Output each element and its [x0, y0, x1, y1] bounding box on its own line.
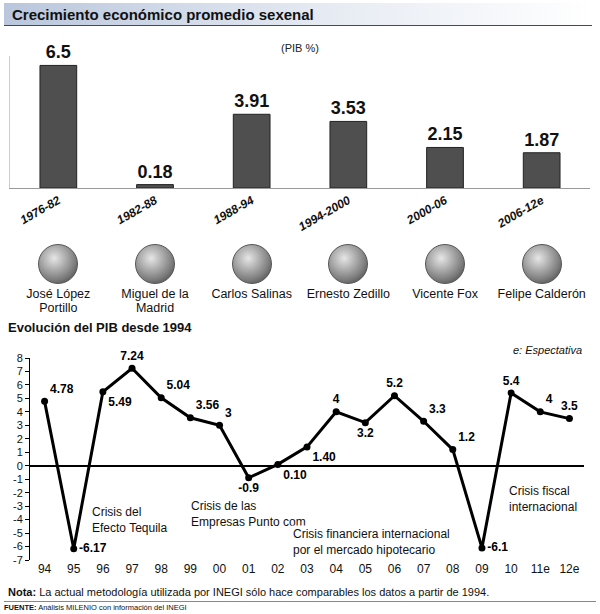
svg-text:5: 5 — [17, 392, 23, 404]
svg-text:97: 97 — [125, 562, 139, 576]
svg-text:Crisis fiscalinternacional: Crisis fiscalinternacional — [509, 484, 577, 514]
svg-text:7: 7 — [17, 365, 23, 377]
svg-text:4.78: 4.78 — [50, 382, 74, 396]
html-text:Nota: La actual metodología ut: Nota: La actual metodología utilizada po… — [8, 586, 490, 598]
html-text:Carlos Salinas: Carlos Salinas — [211, 287, 292, 301]
html-text:Felipe Calderón: Felipe Calderón — [497, 287, 586, 301]
svg-text:03: 03 — [300, 562, 314, 576]
svg-text:3.91: 3.91 — [234, 91, 269, 111]
svg-text:12e: 12e — [559, 562, 579, 576]
svg-text:3.56: 3.56 — [196, 398, 220, 412]
svg-text:3.5: 3.5 — [561, 399, 578, 413]
svg-text:e: Espectativa: e: Espectativa — [513, 344, 582, 356]
svg-text:6.5: 6.5 — [46, 42, 71, 62]
svg-text:3: 3 — [225, 406, 232, 420]
svg-text:3.53: 3.53 — [331, 98, 366, 118]
svg-text:04: 04 — [329, 562, 343, 576]
svg-text:1.2: 1.2 — [458, 430, 475, 444]
svg-text:3: 3 — [17, 419, 23, 431]
svg-text:06: 06 — [388, 562, 402, 576]
svg-text:-5: -5 — [13, 527, 23, 539]
svg-text:01: 01 — [242, 562, 256, 576]
svg-text:94: 94 — [38, 562, 52, 576]
html-text:FUENTE: Análisis MILENIO con i: FUENTE: Análisis MILENIO con información… — [4, 603, 187, 612]
svg-text:07: 07 — [417, 562, 431, 576]
svg-text:0: 0 — [17, 460, 23, 472]
svg-text:2000-06: 2000-06 — [403, 193, 449, 228]
svg-text:1976-82: 1976-82 — [18, 193, 63, 227]
svg-text:2006-12e: 2006-12e — [494, 193, 546, 231]
svg-text:95: 95 — [67, 562, 81, 576]
svg-text:6: 6 — [17, 379, 23, 391]
svg-text:0.10: 0.10 — [283, 468, 307, 482]
html-text:Vicente Fox: Vicente Fox — [412, 287, 478, 301]
html-text:Crecimiento económico promedio: Crecimiento económico promedio sexenal — [12, 6, 314, 23]
svg-text:Crisis de lasEmpresas Punto co: Crisis de lasEmpresas Punto com — [191, 499, 306, 529]
svg-text:5.04: 5.04 — [167, 378, 191, 392]
svg-text:1: 1 — [17, 446, 23, 458]
svg-text:3.2: 3.2 — [357, 426, 374, 440]
svg-text:5.4: 5.4 — [503, 374, 520, 388]
svg-text:00: 00 — [213, 562, 227, 576]
svg-text:11e: 11e — [531, 562, 550, 576]
svg-text:10: 10 — [504, 562, 518, 576]
svg-text:99: 99 — [184, 562, 198, 576]
svg-text:5.2: 5.2 — [386, 376, 403, 390]
svg-text:08: 08 — [446, 562, 460, 576]
svg-text:Crisis delEfecto Tequila: Crisis delEfecto Tequila — [92, 505, 167, 535]
svg-text:-6.1: -6.1 — [487, 540, 508, 554]
svg-text:96: 96 — [96, 562, 110, 576]
svg-text:09: 09 — [475, 562, 489, 576]
svg-text:4: 4 — [333, 392, 340, 406]
svg-text:1994-2000: 1994-2000 — [296, 193, 353, 234]
svg-text:2.15: 2.15 — [427, 124, 462, 144]
svg-text:05: 05 — [359, 562, 373, 576]
svg-text:-0.9: -0.9 — [238, 481, 259, 495]
svg-text:1.40: 1.40 — [312, 450, 336, 464]
svg-text:Crisis financiera internaciona: Crisis financiera internacionalpor el me… — [293, 527, 450, 557]
svg-text:3.3: 3.3 — [429, 402, 446, 416]
svg-text:-1: -1 — [13, 473, 23, 485]
svg-text:1982-88: 1982-88 — [114, 193, 159, 227]
svg-text:1988-94: 1988-94 — [211, 193, 256, 227]
svg-text:0.18: 0.18 — [137, 162, 172, 182]
html-text:Miguel de la Madrid: Miguel de la Madrid — [121, 287, 189, 315]
svg-text:-4: -4 — [13, 513, 23, 525]
html-text:José López Portillo: José López Portillo — [26, 287, 91, 315]
svg-text:98: 98 — [155, 562, 169, 576]
svg-text:4: 4 — [546, 392, 553, 406]
svg-text:-7: -7 — [13, 554, 23, 566]
svg-text:1.87: 1.87 — [524, 130, 559, 150]
svg-text:-6.17: -6.17 — [79, 541, 107, 555]
html-text:Evolución del PIB desde 1994: Evolución del PIB desde 1994 — [8, 320, 192, 335]
svg-text:4: 4 — [17, 406, 23, 418]
svg-text:-2: -2 — [13, 487, 23, 499]
svg-text:7.24: 7.24 — [120, 349, 144, 363]
svg-text:-6: -6 — [13, 540, 23, 552]
svg-text:8: 8 — [17, 352, 23, 364]
svg-text:5.49: 5.49 — [108, 395, 132, 409]
html-text:Ernesto Zedillo: Ernesto Zedillo — [306, 287, 390, 301]
svg-text:(PIB %): (PIB %) — [281, 42, 319, 54]
svg-text:02: 02 — [271, 562, 285, 576]
svg-text:2: 2 — [17, 433, 23, 445]
svg-text:-3: -3 — [13, 500, 23, 512]
